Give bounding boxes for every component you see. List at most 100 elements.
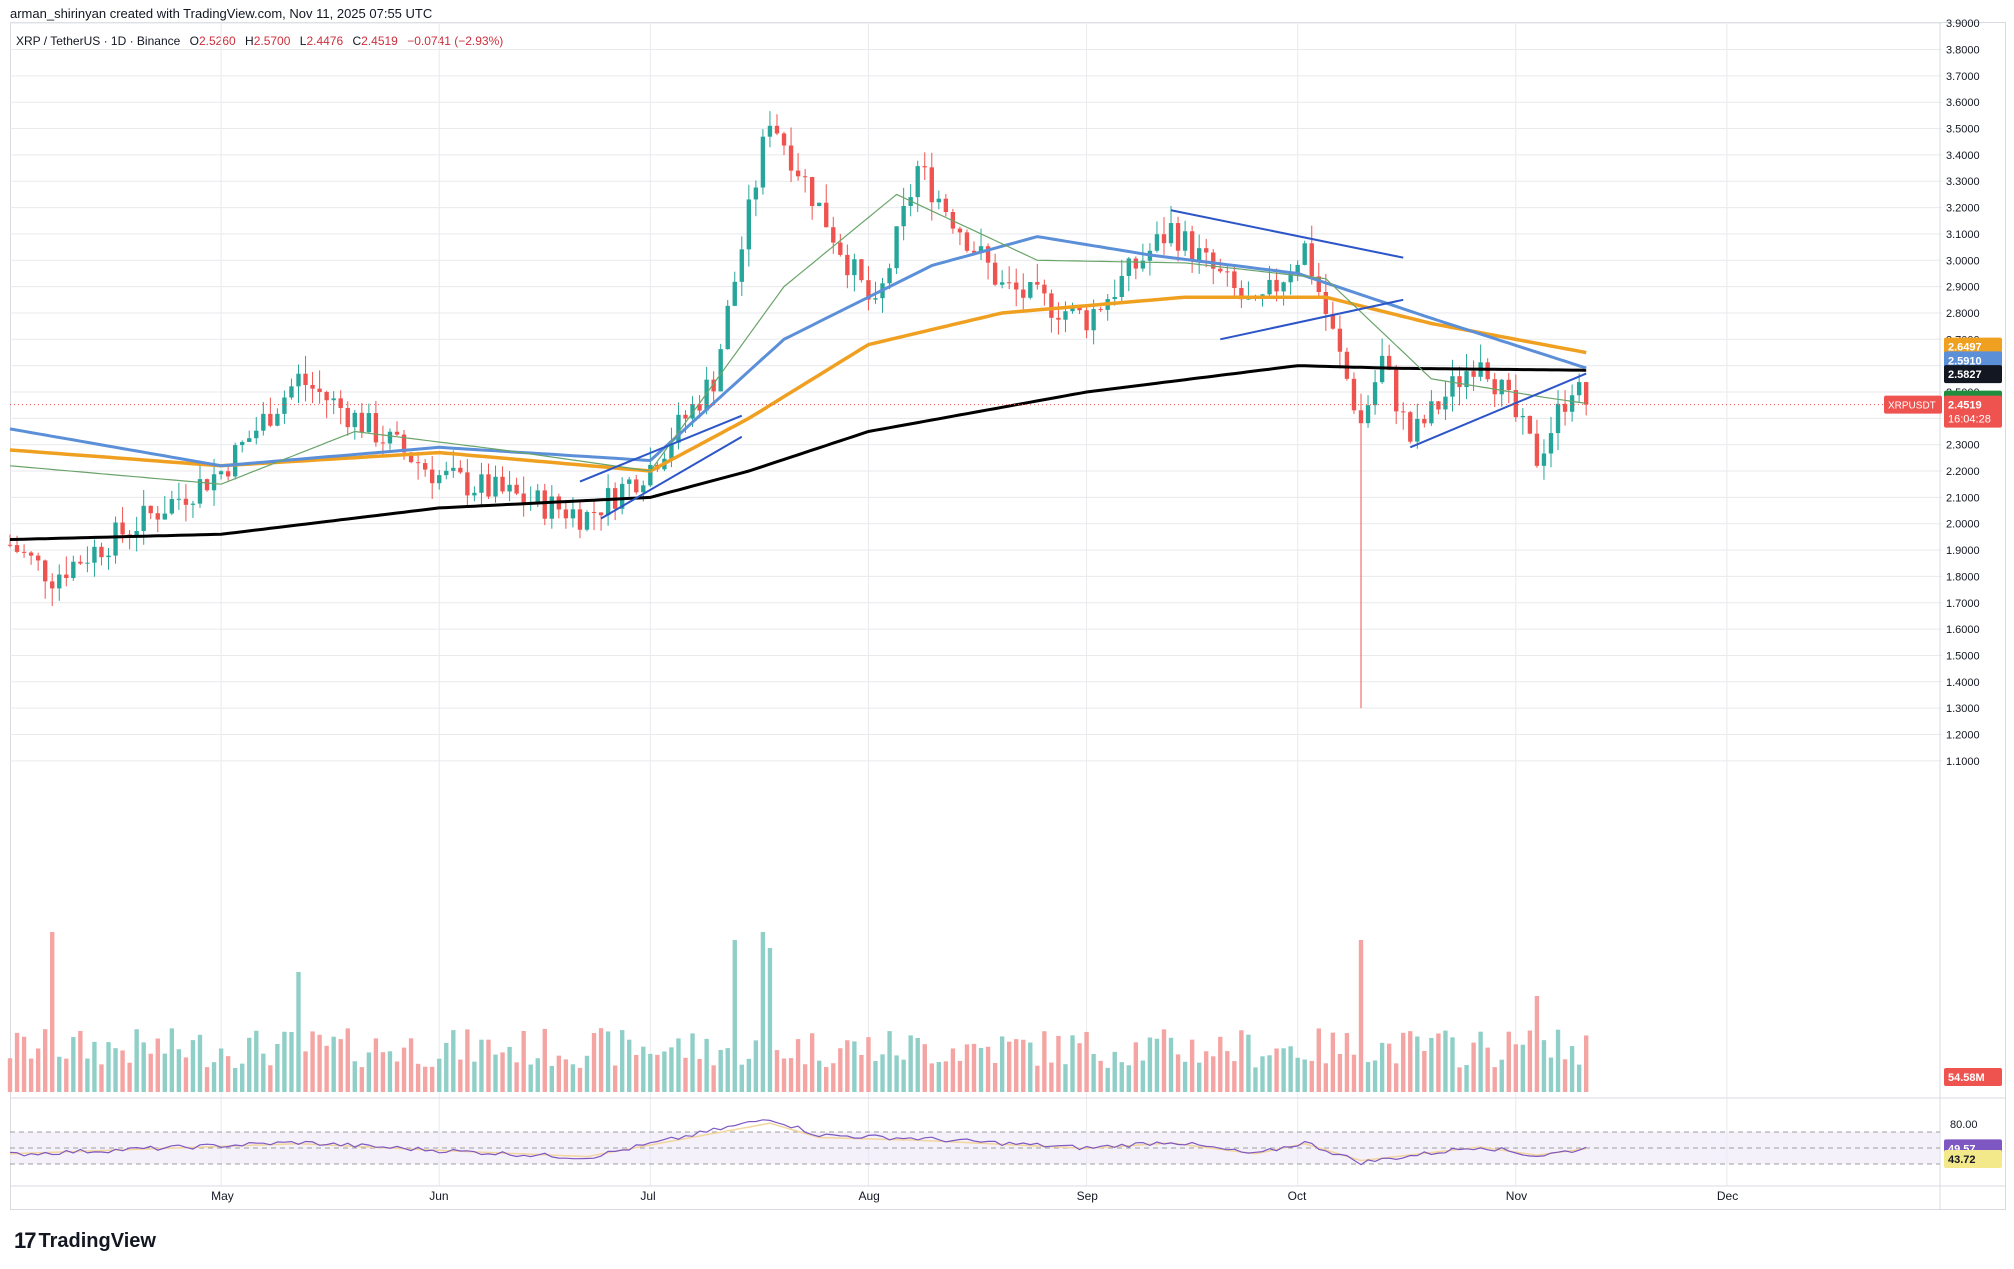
volume-bar: [1379, 1042, 1385, 1092]
last-price-badge: [1944, 395, 2002, 428]
candle-body: [1422, 418, 1427, 424]
volume-bar: [1175, 1054, 1181, 1092]
volume-bar: [268, 1065, 273, 1092]
candle-body: [35, 555, 41, 561]
tradingview-logo[interactable]: 17 TradingView: [14, 1228, 156, 1254]
volume-bar: [1211, 1056, 1216, 1092]
price-tick-label: 2.9000: [1946, 282, 1980, 294]
volume-bar: [704, 1038, 709, 1092]
volume-bar: [141, 1042, 146, 1092]
volume-bar: [1443, 1030, 1448, 1092]
price-tick-label: 1.2000: [1946, 729, 1980, 741]
candle-body: [401, 434, 407, 453]
candle-body: [1499, 379, 1504, 395]
volume-bar: [908, 1035, 913, 1092]
candle-body: [1014, 282, 1019, 290]
volume-bar: [197, 1034, 203, 1092]
volume-bar: [21, 1036, 27, 1092]
volume-bar: [1225, 1051, 1230, 1092]
volume-bar: [373, 1038, 379, 1092]
candle-body: [760, 136, 766, 188]
volume-bar: [866, 1037, 871, 1092]
candle-body: [605, 488, 611, 516]
volume-bar: [1239, 1030, 1244, 1092]
ohlc-low-value: 2.4476: [306, 34, 344, 48]
volume-bar: [359, 1067, 365, 1092]
candle-body: [169, 499, 175, 514]
volume-bar: [514, 1062, 519, 1092]
volume-bar: [1464, 1065, 1469, 1092]
candle-body: [788, 145, 794, 171]
volume-bar: [479, 1039, 484, 1092]
volume-bar: [183, 1057, 189, 1092]
candle-body: [535, 490, 540, 503]
symbol-legend[interactable]: XRP / TetherUS · 1D · Binance O2.5260 H2…: [16, 34, 503, 48]
candle-body: [1401, 411, 1406, 413]
candle-body: [1429, 401, 1434, 424]
candle-body: [852, 259, 857, 276]
volume-bar: [1323, 1063, 1329, 1092]
candle-body: [85, 562, 90, 564]
candle-body: [781, 133, 787, 146]
candle-body: [985, 246, 991, 263]
volume-bar: [352, 1061, 357, 1092]
volume-bar: [725, 1048, 730, 1092]
volume-bar: [999, 1036, 1005, 1092]
candle-body: [225, 471, 231, 477]
volume-bar: [64, 1058, 69, 1092]
volume-bar: [324, 1045, 329, 1092]
symbol-name: XRP / TetherUS · 1D · Binance: [16, 34, 181, 48]
chart-area[interactable]: [10, 22, 2006, 1210]
candle-body: [218, 471, 224, 475]
candle-body: [697, 404, 702, 411]
tradingview-logo-icon: 17: [14, 1228, 37, 1253]
ohlc-change-value: −0.0741 (−2.93%): [407, 34, 504, 48]
candle-body: [366, 413, 372, 433]
candle-body: [753, 187, 759, 200]
trend-line: [1409, 372, 1587, 449]
volume-bar: [1316, 1028, 1321, 1092]
candle-body: [289, 386, 294, 398]
volume-bar: [598, 1028, 604, 1092]
candle-body: [394, 431, 400, 435]
moving-average-line-ma_black: [9, 364, 1587, 541]
candle-body: [598, 512, 604, 516]
candle-body: [641, 485, 646, 493]
candle-body: [1246, 298, 1251, 300]
candle-body: [134, 530, 139, 536]
volume-bar: [887, 1031, 892, 1092]
volume-bar: [162, 1053, 167, 1092]
volume-bar: [1344, 1033, 1350, 1092]
volume-bar: [1302, 1059, 1307, 1092]
volume-bar: [1499, 1059, 1504, 1092]
volume-bar: [1091, 1053, 1096, 1092]
volume-bar: [1035, 1065, 1040, 1092]
candle-body: [1021, 289, 1026, 298]
candle-body: [1506, 379, 1511, 391]
volume-bar: [176, 1049, 182, 1092]
price-tick-label: 3.5000: [1946, 124, 1980, 136]
volume-bar: [669, 1047, 674, 1092]
candle-body: [549, 496, 554, 519]
time-tick-label: Jun: [429, 1189, 448, 1203]
candle-body: [964, 232, 970, 251]
candle-body: [148, 505, 153, 514]
volume-bar: [444, 1042, 449, 1092]
volume-bar: [535, 1058, 540, 1092]
volume-bar: [317, 1034, 322, 1092]
volume-bar: [1267, 1055, 1272, 1092]
volume-bar: [225, 1056, 231, 1092]
volume-bar: [218, 1048, 224, 1092]
volume-bar: [936, 1062, 941, 1092]
candle-body: [957, 228, 963, 233]
volume-bar: [275, 1043, 280, 1092]
time-tick-label: Aug: [858, 1189, 879, 1203]
candle-body: [387, 431, 393, 444]
candle-body: [183, 498, 189, 505]
volume-bar: [1161, 1029, 1167, 1092]
volume-bar: [422, 1066, 428, 1092]
candle-body: [444, 470, 449, 476]
volume-bar: [1189, 1039, 1195, 1092]
volume-bar: [591, 1033, 597, 1092]
